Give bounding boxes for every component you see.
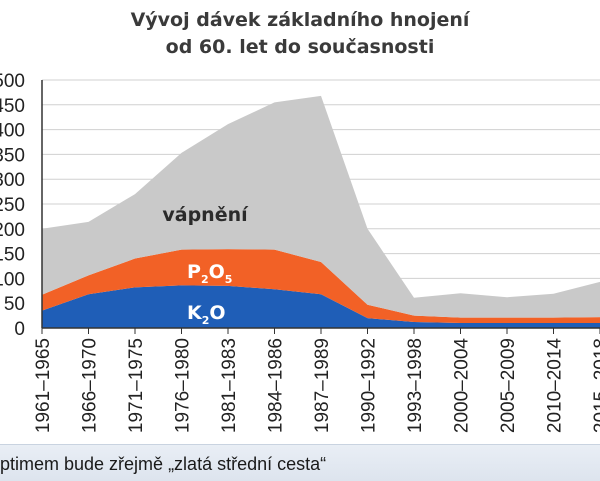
x-tick-label: 1971–1975 (126, 338, 147, 433)
y-tick-label: 300 (0, 170, 25, 191)
chart-title: Vývoj dávek základního hnojení od 60. let… (131, 9, 471, 58)
x-tick-label: 2015–2018 (591, 338, 600, 433)
chart-title-line: Vývoj dávek základního hnojení (131, 9, 471, 31)
y-tick-label: 200 (0, 220, 25, 241)
caption-bar: ptimem bude zřejmě „zlatá střední cesta“ (0, 444, 600, 481)
area-series (42, 249, 600, 324)
area-series (42, 95, 600, 318)
y-tick-label: 350 (0, 145, 25, 166)
x-tick-label: 1976–1980 (173, 338, 194, 433)
series-label-k2o: K2O (187, 302, 226, 327)
series-label-p2o5: P2O5 (187, 261, 232, 286)
x-tick-label: 2010–2014 (545, 338, 566, 434)
x-tick-label: 2005–2009 (498, 338, 519, 433)
axes (41, 80, 600, 334)
x-tick-label: 1987–1989 (312, 338, 333, 433)
x-tick-label: 1966–1970 (80, 338, 101, 433)
x-tick-label: 1961–1965 (33, 338, 54, 433)
fertilizer-chart: Vývoj dávek základního hnojení od 60. let… (0, 9, 600, 434)
x-ticks: 1961–1965 1966–1970 1971–1975 1976–1980 1981… (33, 338, 600, 434)
y-tick-label: 500 (0, 71, 25, 92)
x-tick-label: 1990–1992 (359, 338, 380, 433)
areas (42, 95, 600, 328)
y-tick-label: 50 (4, 294, 25, 315)
y-tick-label: 450 (0, 96, 25, 117)
y-ticks: 0 50 100 150 200 250 300 350 400 450 500 (0, 71, 25, 340)
series-label-vapneni: vápnění (162, 204, 249, 226)
chart-title-line: od 60. let do současnosti (166, 36, 435, 58)
y-tick-label: 150 (0, 245, 25, 266)
x-tick-label: 1981–1983 (219, 338, 240, 433)
x-tick-label: 1984–1986 (266, 338, 287, 433)
y-tick-label: 400 (0, 121, 25, 142)
y-tick-label: 100 (0, 269, 25, 290)
x-tick-label: 1993–1998 (405, 338, 426, 433)
series-labels: vápnění P2O5 K2O (162, 204, 249, 327)
y-tick-label: 0 (14, 319, 25, 340)
area-series (42, 285, 600, 328)
y-tick-label: 250 (0, 195, 25, 216)
x-tick-label: 2000–2004 (452, 338, 473, 434)
caption-text: ptimem bude zřejmě „zlatá střední cesta“ (0, 454, 327, 474)
